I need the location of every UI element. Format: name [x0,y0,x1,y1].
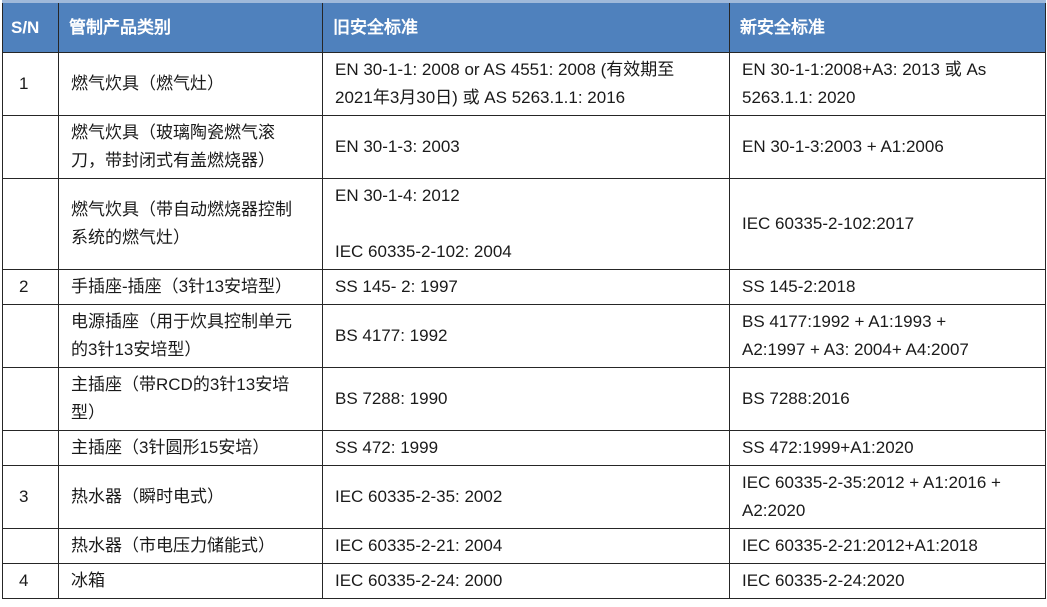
table-row: 4 冰箱 IEC 60335-2-24: 2000 IEC 60335-2-24… [2,563,1046,599]
cell-product-category: 燃气炊具（燃气灶） [58,52,323,116]
cell-new-standard: SS 145-2:2018 [729,269,1046,305]
cell-old-standard: EN 30-1-3: 2003 [322,115,730,179]
cell-old-standard: EN 30-1-4: 2012 IEC 60335-2-102: 2004 [322,178,730,270]
cell-serial-number: 2 [2,269,59,305]
cell-serial-number: 1 [2,52,59,116]
cell-product-category: 冰箱 [58,563,323,599]
cell-old-standard: IEC 60335-2-21: 2004 [322,528,730,564]
table-row: 燃气炊具（带自动燃烧器控制 系统的燃气灶） EN 30-1-4: 2012 IE… [2,178,1046,270]
table-body: 1 燃气炊具（燃气灶） EN 30-1-1: 2008 or AS 4551: … [2,52,1046,599]
cell-product-category: 燃气炊具（带自动燃烧器控制 系统的燃气灶） [58,178,323,270]
cell-serial-number: 3 [2,465,59,529]
header-row: S/N 管制产品类别 旧安全标准 新安全标准 [2,0,1046,53]
cell-new-standard: IEC 60335-2-102:2017 [729,178,1046,270]
cell-serial-number [2,115,59,179]
table-header: S/N 管制产品类别 旧安全标准 新安全标准 [2,0,1046,53]
table-row: 3 热水器（瞬时电式） IEC 60335-2-35: 2002 IEC 603… [2,465,1046,529]
cell-product-category: 电源插座（用于炊具控制单元 的3针13安培型） [58,304,323,368]
cell-serial-number [2,528,59,564]
table-row: 热水器（市电压力储能式） IEC 60335-2-21: 2004 IEC 60… [2,528,1046,564]
cell-serial-number: 4 [2,563,59,599]
cell-product-category: 主插座（带RCD的3针13安培 型） [58,367,323,431]
column-header-product-category: 管制产品类别 [58,0,323,53]
cell-product-category: 热水器（瞬时电式） [58,465,323,529]
cell-new-standard: EN 30-1-3:2003 + A1:2006 [729,115,1046,179]
cell-serial-number [2,430,59,466]
cell-old-standard: IEC 60335-2-24: 2000 [322,563,730,599]
cell-old-standard: EN 30-1-1: 2008 or AS 4551: 2008 (有效期至 2… [322,52,730,116]
column-header-old-standard: 旧安全标准 [322,0,730,53]
cell-product-category: 燃气炊具（玻璃陶瓷燃气滚 刀，带封闭式有盖燃烧器） [58,115,323,179]
cell-new-standard: SS 472:1999+A1:2020 [729,430,1046,466]
cell-old-standard: SS 145- 2: 1997 [322,269,730,305]
cell-old-standard: BS 7288: 1990 [322,367,730,431]
table-row: 主插座（带RCD的3针13安培 型） BS 7288: 1990 BS 7288… [2,367,1046,431]
cell-new-standard: BS 7288:2016 [729,367,1046,431]
cell-old-standard: SS 472: 1999 [322,430,730,466]
cell-product-category: 手插座-插座（3针13安培型） [58,269,323,305]
cell-new-standard: IEC 60335-2-24:2020 [729,563,1046,599]
cell-new-standard: EN 30-1-1:2008+A3: 2013 或 As 5263.1.1: 2… [729,52,1046,116]
cell-serial-number [2,178,59,270]
cell-serial-number [2,304,59,368]
cell-product-category: 主插座（3针圆形15安培） [58,430,323,466]
table-row: 1 燃气炊具（燃气灶） EN 30-1-1: 2008 or AS 4551: … [2,52,1046,116]
cell-new-standard: BS 4177:1992 + A1:1993 + A2:1997 + A3: 2… [729,304,1046,368]
table-row: 电源插座（用于炊具控制单元 的3针13安培型） BS 4177: 1992 BS… [2,304,1046,368]
column-header-sn: S/N [2,0,59,53]
cell-old-standard: BS 4177: 1992 [322,304,730,368]
table-row: 2 手插座-插座（3针13安培型） SS 145- 2: 1997 SS 145… [2,269,1046,305]
column-header-new-standard: 新安全标准 [729,0,1046,53]
table-row: 主插座（3针圆形15安培） SS 472: 1999 SS 472:1999+A… [2,430,1046,466]
cell-new-standard: IEC 60335-2-35:2012 + A1:2016 + A2:2020 [729,465,1046,529]
cell-old-standard: IEC 60335-2-35: 2002 [322,465,730,529]
cell-product-category: 热水器（市电压力储能式） [58,528,323,564]
table-row: 燃气炊具（玻璃陶瓷燃气滚 刀，带封闭式有盖燃烧器） EN 30-1-3: 200… [2,115,1046,179]
cell-new-standard: IEC 60335-2-21:2012+A1:2018 [729,528,1046,564]
cell-serial-number [2,367,59,431]
